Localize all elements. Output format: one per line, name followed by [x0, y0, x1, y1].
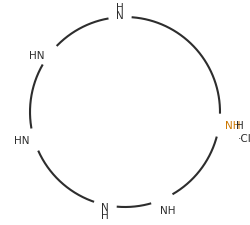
- Text: HN: HN: [14, 135, 29, 145]
- Text: NH: NH: [225, 121, 240, 131]
- Text: H: H: [116, 3, 124, 13]
- Text: NH: NH: [160, 205, 176, 216]
- Text: ·Cl: ·Cl: [238, 133, 250, 143]
- Text: H: H: [101, 210, 109, 220]
- Text: HN: HN: [29, 51, 44, 61]
- Text: N: N: [116, 11, 124, 21]
- Text: H: H: [236, 121, 244, 131]
- Text: N: N: [101, 202, 109, 212]
